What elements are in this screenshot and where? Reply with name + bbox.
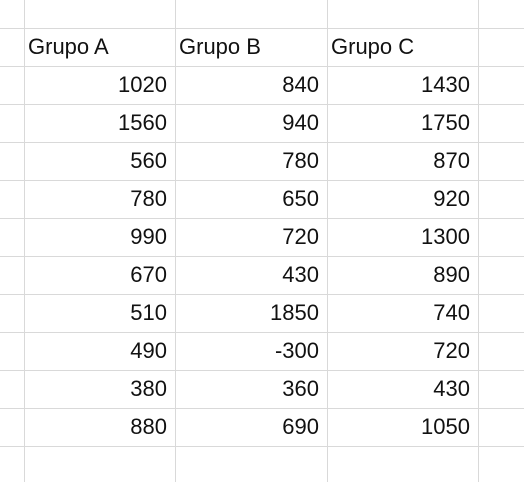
data-cell[interactable]: 1560	[118, 110, 167, 135]
data-cell[interactable]: 1020	[118, 72, 167, 97]
data-cell[interactable]: 890	[433, 262, 470, 287]
data-cell[interactable]: 780	[130, 186, 167, 211]
header-cell-grupo-c[interactable]: Grupo C	[331, 34, 415, 59]
data-cell[interactable]: 650	[282, 186, 319, 211]
data-cell[interactable]: 1750	[421, 110, 470, 135]
data-cell[interactable]: 740	[433, 300, 470, 325]
data-cell[interactable]: 380	[130, 376, 167, 401]
data-cell[interactable]: 780	[282, 148, 319, 173]
data-cell[interactable]: 840	[282, 72, 319, 97]
data-cell[interactable]: -300	[274, 338, 319, 363]
data-cell[interactable]: 670	[130, 262, 167, 287]
data-cell[interactable]: 940	[282, 110, 319, 135]
data-cell[interactable]: 690	[282, 414, 319, 439]
data-cell[interactable]: 720	[282, 224, 319, 249]
data-cell[interactable]: 1850	[270, 300, 319, 325]
header-cell-grupo-a[interactable]: Grupo A	[28, 34, 109, 59]
data-cell[interactable]: 430	[282, 262, 319, 287]
data-cell[interactable]: 1050	[421, 414, 470, 439]
data-cell[interactable]: 920	[433, 186, 470, 211]
data-cell[interactable]: 560	[130, 148, 167, 173]
data-cell[interactable]: 880	[130, 414, 167, 439]
header-cell-grupo-b[interactable]: Grupo B	[179, 34, 261, 59]
data-cell[interactable]: 870	[433, 148, 470, 173]
data-cell[interactable]: 1430	[421, 72, 470, 97]
data-cell[interactable]: 510	[130, 300, 167, 325]
data-cell[interactable]: 430	[433, 376, 470, 401]
data-cell[interactable]: 1300	[421, 224, 470, 249]
data-cell[interactable]: 360	[282, 376, 319, 401]
data-cell[interactable]: 720	[433, 338, 470, 363]
data-cell[interactable]: 990	[130, 224, 167, 249]
data-cell[interactable]: 490	[130, 338, 167, 363]
